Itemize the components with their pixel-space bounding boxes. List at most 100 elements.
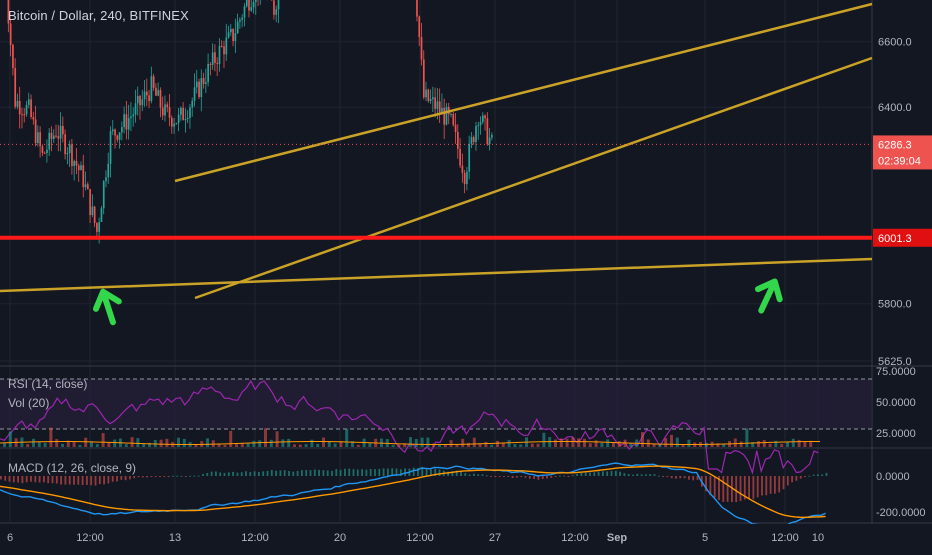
macd-histogram-bar — [602, 471, 604, 476]
candle-body — [37, 132, 39, 143]
volume-bar — [96, 444, 99, 447]
macd-histogram-bar — [215, 471, 217, 476]
volume-bar — [566, 439, 569, 447]
volume-bar — [600, 443, 603, 447]
macd-histogram-bar — [520, 476, 522, 477]
macd-histogram-bar — [538, 476, 540, 480]
macd-histogram-bar — [765, 476, 767, 495]
volume-bar — [467, 443, 470, 447]
macd-histogram-bar — [335, 469, 337, 476]
volume-bar — [560, 438, 563, 447]
time-tick-label: 12:00 — [406, 532, 434, 544]
candle-body — [10, 24, 12, 45]
candle-body — [235, 33, 237, 41]
candle-body — [228, 32, 230, 37]
macd-histogram-bar — [47, 476, 49, 483]
macd-histogram-bar — [374, 469, 376, 476]
macd-histogram-bar — [606, 471, 608, 476]
macd-histogram-bar — [649, 474, 651, 476]
macd-histogram-bar — [378, 469, 380, 476]
candle-body — [198, 82, 200, 97]
macd-histogram-bar — [628, 474, 630, 476]
macd-histogram-bar — [761, 476, 763, 495]
macd-histogram-bar — [791, 476, 793, 482]
volume-bar — [345, 429, 348, 447]
candle-body — [473, 137, 475, 142]
volume-bar — [9, 432, 12, 447]
candle-body — [434, 97, 436, 109]
macd-histogram-bar — [224, 473, 226, 476]
candle-body — [44, 153, 46, 154]
volume-bar — [61, 444, 64, 447]
rsi-band — [0, 379, 872, 429]
volume-bar — [740, 441, 743, 447]
volume-bar — [658, 445, 661, 447]
time-tick-label: 13 — [169, 532, 181, 544]
macd-histogram-bar — [292, 472, 294, 476]
macd-histogram-bar — [589, 472, 591, 476]
macd-histogram-bar — [138, 476, 140, 477]
macd-histogram-bar — [499, 476, 501, 477]
candle-body — [51, 133, 53, 139]
candle-body — [423, 60, 425, 98]
candle-body — [153, 76, 155, 88]
macd-histogram-bar — [22, 476, 24, 483]
volume-bar — [264, 428, 267, 447]
candle-body — [146, 92, 148, 96]
candle-body — [239, 20, 241, 22]
macd-histogram-bar — [542, 476, 544, 479]
macd-histogram-bar — [82, 476, 84, 485]
volume-bar — [763, 440, 766, 447]
macd-histogram-bar — [125, 476, 127, 480]
macd-histogram-bar — [507, 476, 509, 477]
macd-histogram-bar — [748, 476, 750, 499]
candle-body — [273, 0, 275, 14]
candle-body — [26, 105, 28, 114]
candle-body — [85, 184, 87, 187]
macd-histogram-bar — [219, 472, 221, 476]
macd-histogram-bar — [826, 473, 828, 476]
candle-body — [173, 124, 175, 127]
macd-histogram-bar — [667, 476, 669, 477]
macd-histogram-bar — [17, 476, 19, 483]
rsi-tick-label: 75.0000 — [876, 366, 916, 378]
macd-histogram-bar — [555, 476, 557, 477]
macd-histogram-bar — [60, 476, 62, 485]
macd-histogram-bar — [361, 469, 363, 476]
candle-body — [80, 165, 82, 170]
macd-histogram-bar — [722, 476, 724, 502]
time-tick-label: 12:00 — [561, 532, 589, 544]
candle-body — [119, 132, 121, 139]
candle-body — [103, 181, 105, 208]
candle-body — [255, 0, 257, 2]
macd-histogram-bar — [211, 472, 213, 476]
candle-body — [253, 2, 255, 7]
volume-bar — [734, 439, 737, 447]
time-tick-label: 12:00 — [241, 532, 269, 544]
candle-body — [464, 173, 466, 184]
macd-histogram-bar — [593, 472, 595, 476]
candle-body — [19, 101, 21, 114]
volume-bar — [235, 444, 238, 447]
macd-histogram-bar — [757, 476, 759, 497]
macd-histogram-bar — [327, 470, 329, 476]
candle-body — [69, 144, 71, 153]
macd-histogram-bar — [383, 468, 385, 476]
time-tick-label: 5 — [702, 532, 708, 544]
candle-body — [191, 101, 193, 108]
volume-bar — [3, 443, 6, 447]
volume-bar — [223, 445, 226, 447]
volume-bar — [357, 445, 360, 447]
macd-histogram-bar — [460, 471, 462, 476]
macd-histogram-bar — [563, 476, 565, 477]
macd-histogram-bar — [641, 474, 643, 476]
macd-histogram-bar — [486, 475, 488, 476]
support-price-label: 6001.3 — [878, 233, 912, 245]
candle-body — [110, 131, 112, 164]
macd-histogram-bar — [464, 473, 466, 476]
candle-body — [462, 166, 464, 173]
candle-body — [160, 90, 162, 107]
macd-histogram-bar — [305, 470, 307, 476]
volume-bar — [803, 442, 806, 447]
